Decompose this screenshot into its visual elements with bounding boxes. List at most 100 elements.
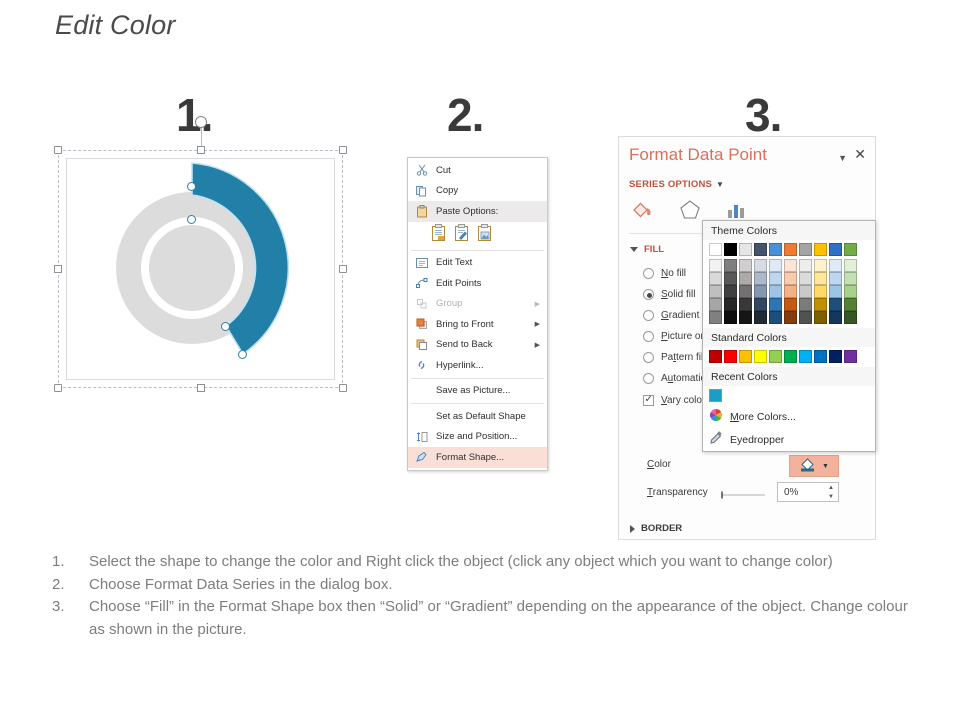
color-swatch[interactable] <box>784 285 797 298</box>
color-swatch[interactable] <box>784 243 797 256</box>
color-swatch[interactable] <box>829 243 842 256</box>
radio-icon[interactable] <box>643 268 654 279</box>
paste-keep-formatting-icon[interactable] <box>430 223 447 245</box>
transparency-slider[interactable] <box>719 490 775 500</box>
color-swatch[interactable] <box>814 311 827 324</box>
resize-handle-top-left[interactable] <box>54 146 62 154</box>
border-section-header[interactable]: BORDER <box>630 523 682 534</box>
donut-chart-panel[interactable] <box>54 116 347 392</box>
color-picker-dropdown[interactable]: Theme Colors Standard Colors Recent Colo… <box>702 220 876 452</box>
bar-chart-icon[interactable] <box>725 199 747 224</box>
menu-item-cut[interactable]: Cut <box>408 160 547 181</box>
pentagon-icon[interactable] <box>679 199 701 224</box>
paint-bucket-icon[interactable] <box>631 199 655 224</box>
color-swatch[interactable] <box>739 243 752 256</box>
color-swatch[interactable] <box>709 259 722 272</box>
color-swatch[interactable] <box>754 272 767 285</box>
radio-icon[interactable] <box>643 373 654 384</box>
theme-colors-grid[interactable] <box>703 240 875 328</box>
menu-item-send-to-back[interactable]: Send to Back ▶ <box>408 335 547 356</box>
resize-handle-bottom-center[interactable] <box>196 384 205 392</box>
donut-graphic[interactable] <box>88 158 313 380</box>
transparency-input[interactable]: 0% ▲ ▼ <box>777 482 839 502</box>
color-swatch[interactable] <box>739 298 752 311</box>
point-handle-top-outer[interactable] <box>187 182 196 191</box>
color-swatch[interactable] <box>754 298 767 311</box>
color-swatch[interactable] <box>814 298 827 311</box>
color-swatch[interactable] <box>829 350 842 363</box>
resize-handle-top-right[interactable] <box>339 146 347 154</box>
color-swatch[interactable] <box>784 311 797 324</box>
color-swatch[interactable] <box>784 298 797 311</box>
color-picker-button[interactable]: ▼ <box>789 455 839 477</box>
chevron-down-icon[interactable]: ▼ <box>822 462 829 470</box>
resize-handle-middle-right[interactable] <box>339 265 347 273</box>
color-swatch[interactable] <box>784 272 797 285</box>
color-swatch[interactable] <box>769 272 782 285</box>
color-swatch[interactable] <box>769 285 782 298</box>
color-swatch[interactable] <box>739 311 752 324</box>
spinner-down-icon[interactable]: ▼ <box>828 494 834 500</box>
color-swatch[interactable] <box>829 272 842 285</box>
menu-item-size-and-position[interactable]: Size and Position... <box>408 427 547 448</box>
theme-color-row[interactable] <box>709 285 869 298</box>
color-swatch[interactable] <box>814 243 827 256</box>
radio-gradient-fill[interactable]: Gradient fill <box>643 310 712 321</box>
color-swatch[interactable] <box>799 298 812 311</box>
color-swatch[interactable] <box>829 311 842 324</box>
point-handle-bottom-outer[interactable] <box>238 350 247 359</box>
paste-options-row[interactable] <box>408 222 547 248</box>
theme-color-row[interactable] <box>709 272 869 285</box>
menu-item-set-as-default-shape[interactable]: Set as Default Shape <box>408 406 547 427</box>
color-swatch[interactable] <box>739 272 752 285</box>
eyedropper-item[interactable]: Eyedropper <box>703 428 875 451</box>
menu-item-save-as-picture[interactable]: Save as Picture... <box>408 381 547 402</box>
menu-item-edit-points[interactable]: Edit Points <box>408 273 547 294</box>
color-swatch[interactable] <box>739 285 752 298</box>
color-swatch[interactable] <box>829 298 842 311</box>
color-swatch[interactable] <box>814 350 827 363</box>
radio-solid-fill[interactable]: Solid fill <box>643 289 695 300</box>
color-swatch[interactable] <box>844 298 857 311</box>
color-swatch[interactable] <box>754 311 767 324</box>
more-colors-item[interactable]: More Colors... <box>703 405 875 428</box>
color-swatch[interactable] <box>769 298 782 311</box>
color-swatch[interactable] <box>799 243 812 256</box>
color-swatch[interactable] <box>754 350 767 363</box>
color-swatch[interactable] <box>739 259 752 272</box>
color-swatch[interactable] <box>769 243 782 256</box>
color-swatch[interactable] <box>799 311 812 324</box>
color-swatch[interactable] <box>799 259 812 272</box>
menu-item-hyperlink[interactable]: Hyperlink... <box>408 355 547 376</box>
color-swatch[interactable] <box>814 285 827 298</box>
color-swatch[interactable] <box>724 298 737 311</box>
resize-handle-bottom-right[interactable] <box>339 384 347 392</box>
resize-handle-top-center[interactable] <box>196 146 205 154</box>
color-swatch[interactable] <box>844 311 857 324</box>
series-options-dropdown[interactable]: SERIES OPTIONS ▼ <box>629 179 724 190</box>
color-swatch[interactable] <box>754 285 767 298</box>
color-swatch[interactable] <box>844 272 857 285</box>
pane-dropdown-icon[interactable]: ▼ <box>838 153 847 163</box>
color-swatch[interactable] <box>724 350 737 363</box>
color-swatch[interactable] <box>769 259 782 272</box>
theme-color-row[interactable] <box>709 298 869 311</box>
point-handle-top-inner[interactable] <box>187 215 196 224</box>
color-swatch[interactable] <box>709 272 722 285</box>
point-handle-bottom-inner[interactable] <box>221 322 230 331</box>
spinner-up-icon[interactable]: ▲ <box>828 485 834 491</box>
theme-color-row[interactable] <box>709 259 869 272</box>
resize-handle-middle-left[interactable] <box>54 265 62 273</box>
color-swatch[interactable] <box>754 259 767 272</box>
color-swatch[interactable] <box>844 243 857 256</box>
color-swatch[interactable] <box>844 259 857 272</box>
menu-item-bring-to-front[interactable]: Bring to Front ▶ <box>408 314 547 335</box>
context-menu[interactable]: Cut Copy Paste Options: Edit Text <box>407 157 548 471</box>
color-swatch[interactable] <box>814 272 827 285</box>
recent-colors-grid[interactable] <box>703 386 875 405</box>
theme-color-row[interactable] <box>709 243 869 259</box>
menu-item-edit-text[interactable]: Edit Text <box>408 253 547 274</box>
checkbox-icon[interactable] <box>643 394 654 406</box>
radio-icon[interactable] <box>643 289 654 300</box>
color-swatch[interactable] <box>724 285 737 298</box>
